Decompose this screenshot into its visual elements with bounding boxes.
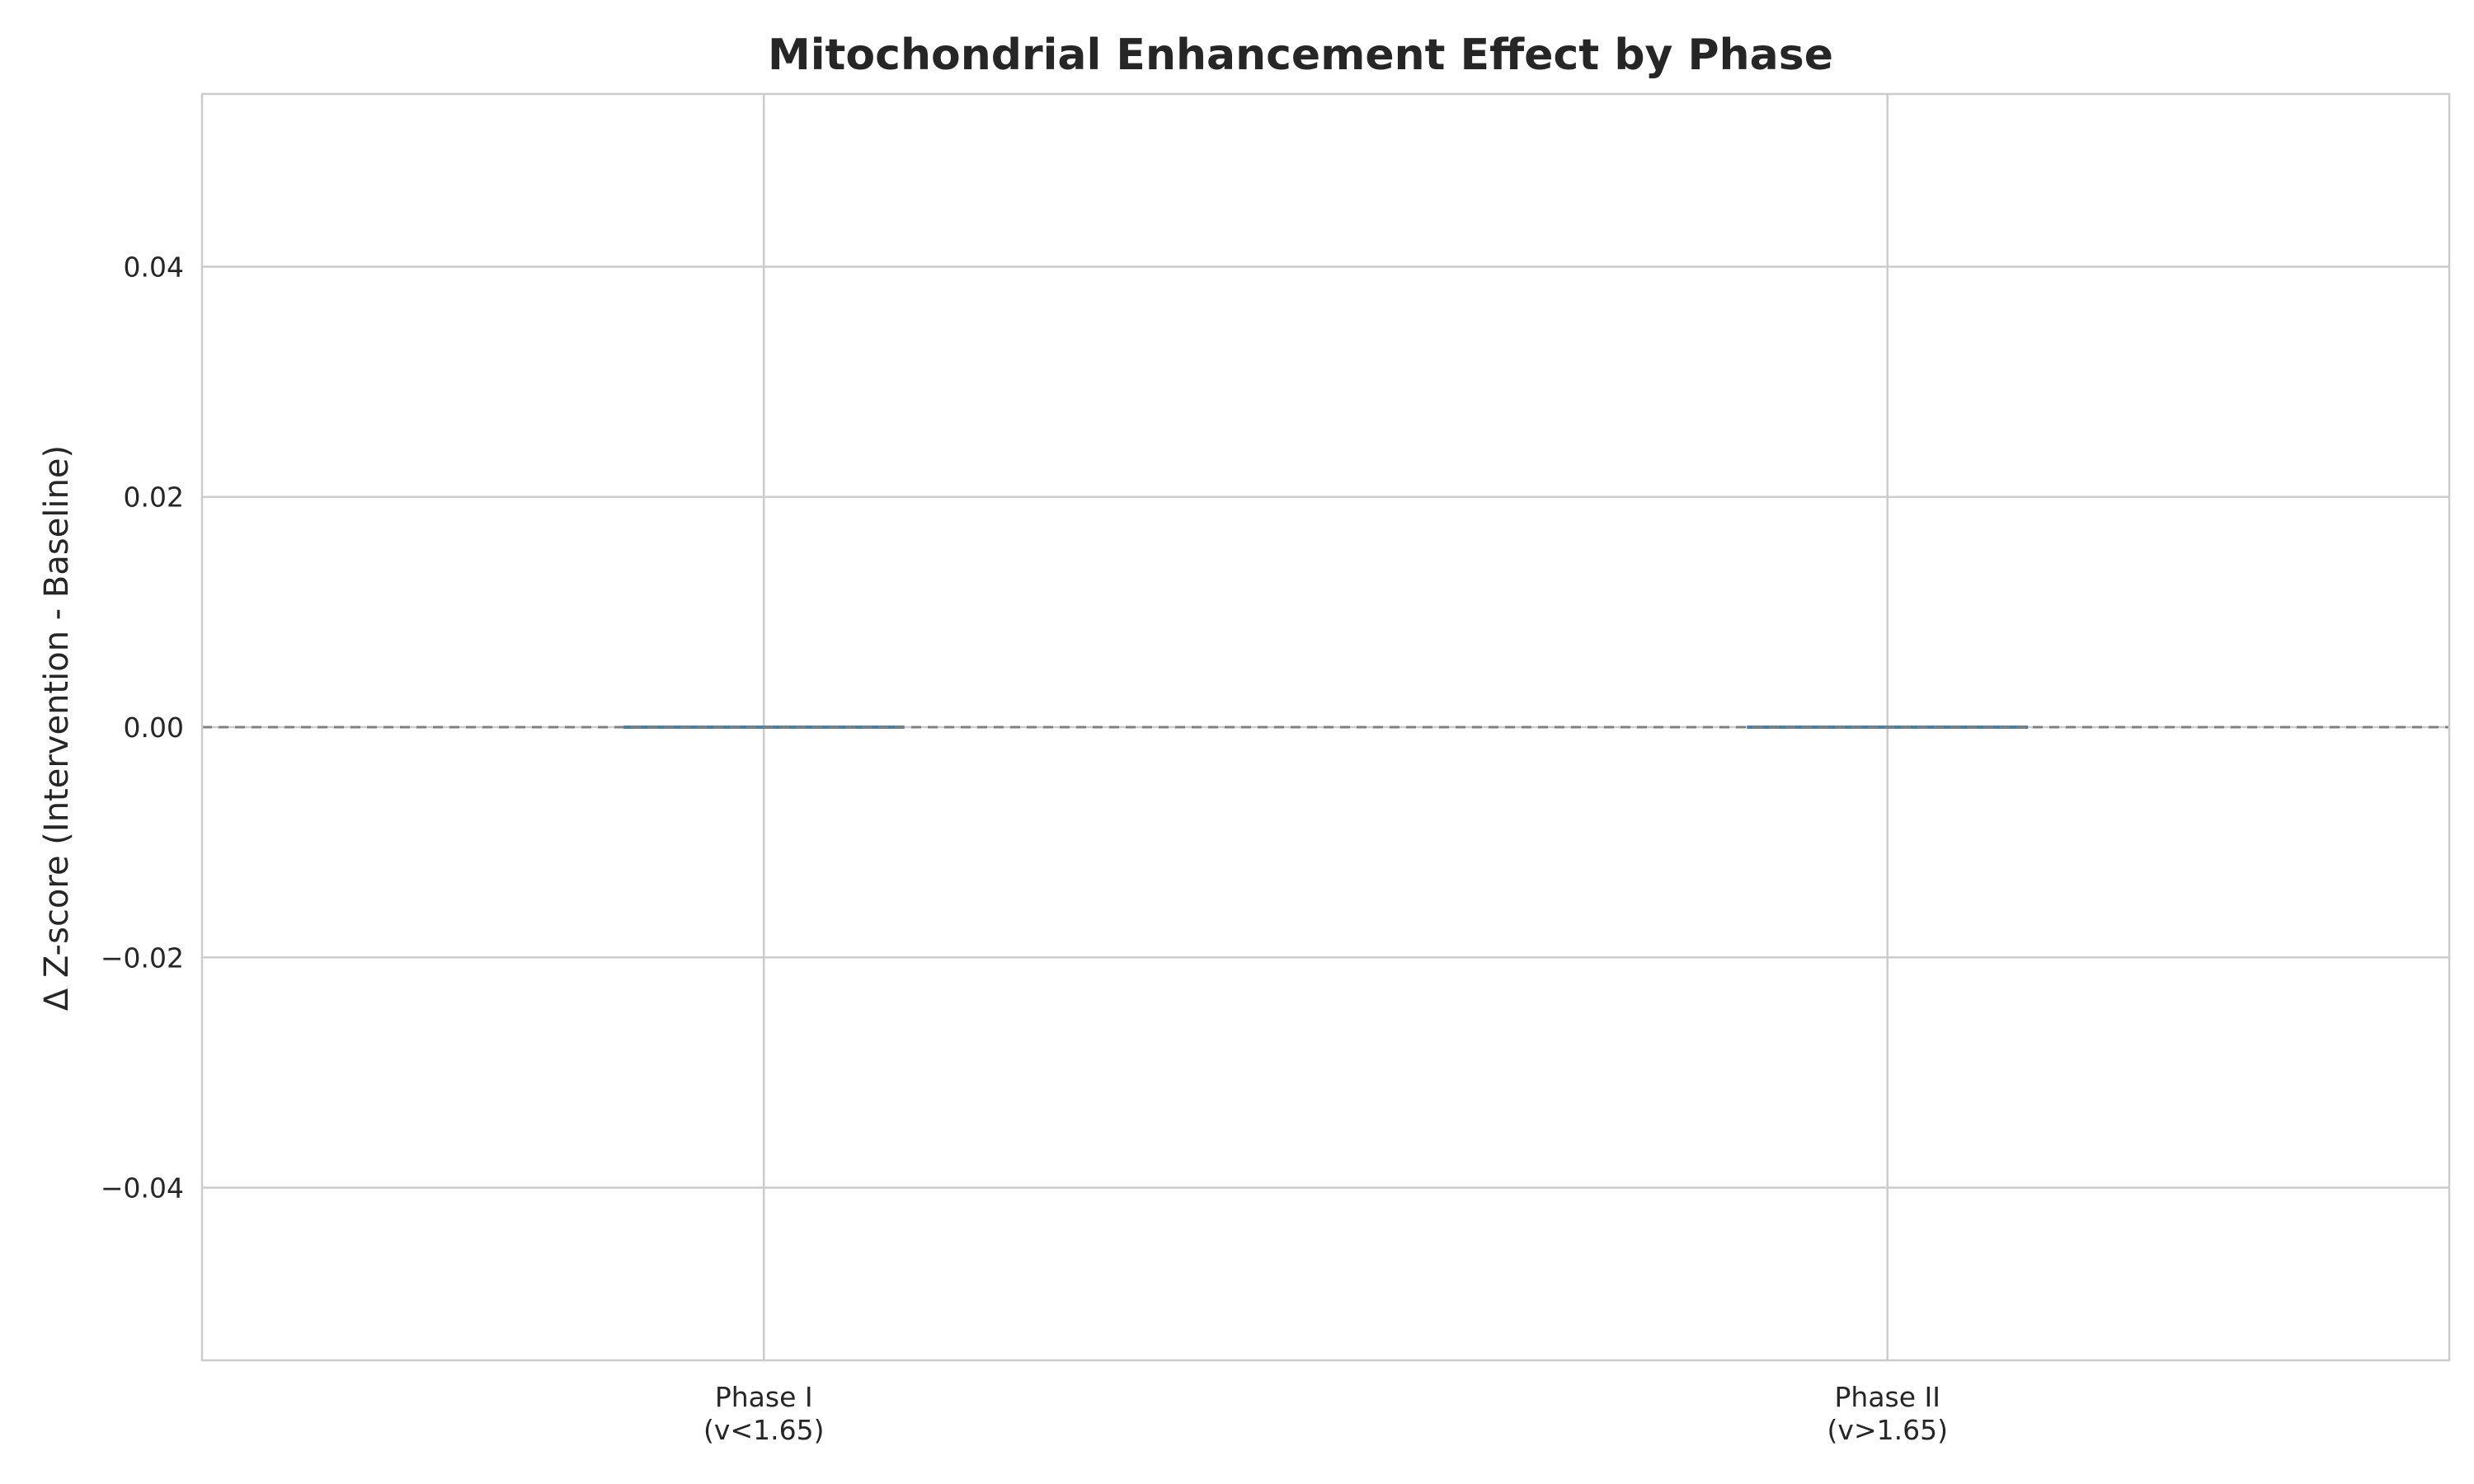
x-tick-label: (v<1.65) (703, 1414, 824, 1446)
y-tick-label: −0.04 (101, 1172, 184, 1205)
y-tick-labels: −0.04 −0.02 0.00 0.02 0.04 (101, 251, 184, 1204)
x-tick-label: (v>1.65) (1827, 1414, 1948, 1446)
y-tick-label: 0.00 (124, 711, 184, 744)
y-tick-label: −0.02 (101, 942, 184, 974)
y-tick-label: 0.02 (124, 481, 184, 514)
plot-border (200, 92, 2451, 1362)
chart-title: Mitochondrial Enhancement Effect by Phas… (768, 31, 1833, 80)
x-tick-label: Phase I (715, 1381, 813, 1413)
y-tick-label: 0.04 (124, 251, 184, 283)
x-tick-label: Phase II (1835, 1381, 1941, 1413)
x-tick-labels: Phase I(v<1.65) Phase II(v>1.65) (703, 1381, 1948, 1446)
y-axis-label: Δ Z-score (Intervention - Baseline) (38, 445, 76, 1011)
plot-frame (200, 92, 2451, 1362)
